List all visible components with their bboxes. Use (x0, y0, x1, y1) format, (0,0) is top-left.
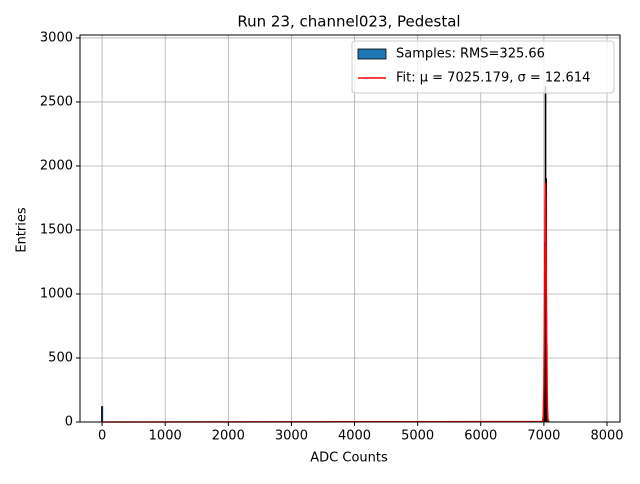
x-tick-label: 0 (98, 429, 106, 444)
legend-label: Samples: RMS=325.66 (396, 47, 545, 62)
x-tick-label: 3000 (275, 429, 308, 444)
x-tick-label: 1000 (149, 429, 182, 444)
y-tick-label: 2000 (40, 158, 73, 173)
histogram-bar (101, 406, 104, 423)
chart-title: Run 23, channel023, Pedestal (237, 13, 460, 31)
legend-box (351, 40, 615, 94)
y-tick-label: 500 (48, 350, 73, 365)
x-axis-label: ADC Counts (310, 451, 388, 466)
x-tick-label: 6000 (464, 429, 497, 444)
x-tick-label: 7000 (527, 429, 560, 444)
y-tick-label: 1500 (40, 222, 73, 237)
y-tick-label: 0 (65, 415, 73, 430)
y-tick-label: 2500 (40, 94, 73, 109)
plot-frame (79, 34, 621, 423)
y-tick-label: 1000 (40, 286, 73, 301)
y-tick-label: 3000 (40, 30, 73, 45)
legend-label: Fit: μ = 7025.179, σ = 12.614 (396, 71, 590, 86)
x-tick-label: 5000 (401, 429, 434, 444)
y-axis-label: Entries (15, 207, 30, 253)
fit-line (102, 182, 550, 423)
legend-swatch (357, 48, 387, 60)
x-tick-label: 8000 (590, 429, 623, 444)
x-tick-label: 4000 (338, 429, 371, 444)
x-tick-label: 2000 (212, 429, 245, 444)
